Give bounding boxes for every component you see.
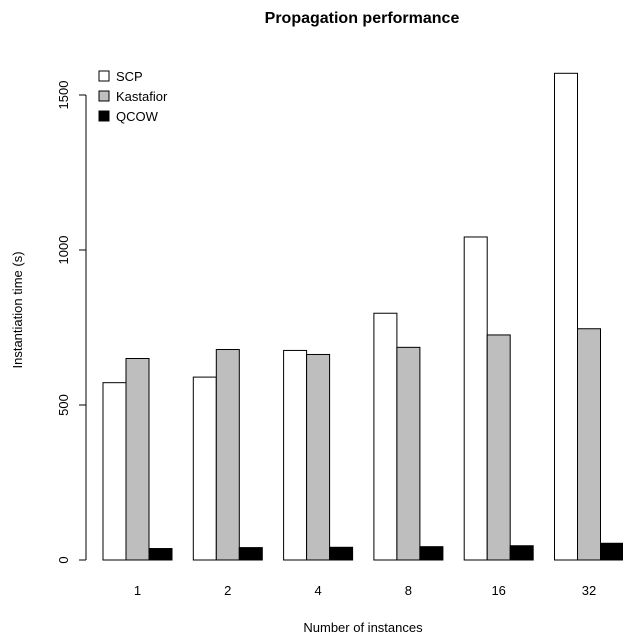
x-tick-label: 16 bbox=[491, 583, 505, 598]
bar-kastafior-8 bbox=[396, 346, 421, 561]
legend-swatch-qcow bbox=[98, 110, 110, 122]
x-axis-labels: 1 2 4 8 16 32 bbox=[134, 583, 596, 598]
legend-swatch-kastafior bbox=[98, 90, 110, 102]
bar-scp-32 bbox=[554, 72, 578, 561]
bar-scp-4 bbox=[283, 349, 308, 561]
bar-kastafior-2 bbox=[215, 349, 240, 561]
y-tick-label: 1500 bbox=[56, 81, 71, 110]
x-tick-label: 4 bbox=[314, 583, 321, 598]
bar-qcow-4 bbox=[329, 546, 354, 561]
bar-scp-16 bbox=[463, 236, 488, 561]
bar-kastafior-16 bbox=[486, 334, 511, 561]
bar-kastafior-4 bbox=[306, 353, 331, 561]
bar-scp-2 bbox=[192, 376, 217, 561]
bar-qcow-1 bbox=[148, 548, 173, 561]
x-tick-label: 1 bbox=[134, 583, 141, 598]
legend-label-kastafior: Kastafior bbox=[116, 89, 168, 104]
x-tick-label: 8 bbox=[405, 583, 412, 598]
bar-qcow-16 bbox=[509, 545, 534, 561]
bar-kastafior-1 bbox=[125, 358, 150, 561]
legend: SCP Kastafior QCOW bbox=[98, 69, 168, 124]
x-axis-label: Number of instances bbox=[303, 620, 423, 635]
chart-title: Propagation performance bbox=[265, 10, 460, 27]
y-tick-label: 500 bbox=[56, 394, 71, 416]
bar-scp-8 bbox=[373, 312, 398, 561]
legend-label-qcow: QCOW bbox=[116, 109, 159, 124]
bar-qcow-8 bbox=[419, 546, 444, 561]
bar-qcow-2 bbox=[238, 547, 263, 561]
legend-swatch-scp bbox=[98, 70, 110, 82]
bar-qcow-32 bbox=[600, 542, 623, 561]
y-tick-label: 1000 bbox=[56, 236, 71, 265]
bars bbox=[102, 72, 623, 561]
x-tick-label: 2 bbox=[224, 583, 231, 598]
bar-scp-1 bbox=[102, 382, 127, 561]
y-axis-label: Instantiation time (s) bbox=[10, 251, 25, 368]
x-tick-label: 32 bbox=[582, 583, 596, 598]
legend-label-scp: SCP bbox=[116, 69, 143, 84]
y-axis: 0 500 1000 1500 bbox=[56, 81, 87, 564]
y-tick-label: 0 bbox=[56, 556, 71, 563]
bar-kastafior-32 bbox=[577, 328, 601, 561]
